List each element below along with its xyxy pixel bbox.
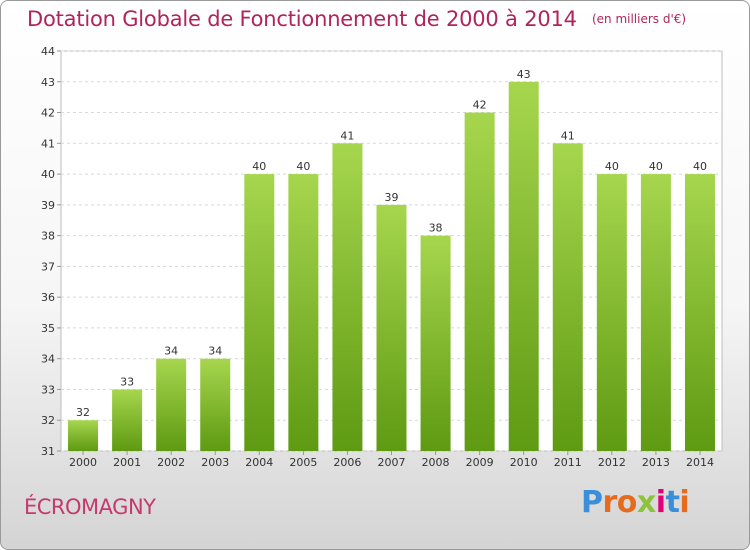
- brand-letter: P: [581, 485, 603, 520]
- x-tick-label: 2008: [422, 456, 450, 469]
- x-tick-label: 2010: [510, 456, 538, 469]
- x-tick-label: 2012: [598, 456, 626, 469]
- y-tick-label: 33: [41, 383, 55, 396]
- bar: [200, 358, 231, 451]
- y-tick-label: 42: [41, 107, 55, 120]
- x-tick-label: 2007: [378, 456, 406, 469]
- bar: [112, 389, 143, 451]
- x-tick-label: 2002: [157, 456, 185, 469]
- data-label: 42: [473, 99, 487, 112]
- chart-subtitle: (en milliers d'€): [591, 12, 687, 26]
- bar: [596, 174, 627, 452]
- y-tick-label: 40: [41, 168, 55, 181]
- data-label: 34: [208, 345, 222, 358]
- brand-letter: o: [616, 485, 638, 520]
- bar: [508, 81, 539, 452]
- y-tick-label: 39: [41, 199, 55, 212]
- bar: [288, 174, 319, 452]
- data-label: 39: [385, 191, 399, 204]
- data-label: 40: [693, 160, 707, 173]
- bar: [376, 204, 407, 451]
- x-tick-label: 2013: [642, 456, 670, 469]
- data-label: 32: [76, 406, 90, 419]
- x-tick-label: 2005: [289, 456, 317, 469]
- y-tick-label: 36: [41, 291, 55, 304]
- brand-letter: x: [636, 485, 656, 520]
- brand-letter: i: [655, 485, 666, 520]
- x-tick-label: 2000: [69, 456, 97, 469]
- bar: [552, 143, 583, 452]
- x-tick-label: 2014: [686, 456, 714, 469]
- brand-letter: t: [665, 485, 680, 520]
- y-tick-label: 32: [41, 414, 55, 427]
- title-row: Dotation Globale de Fonctionnement de 20…: [27, 7, 686, 31]
- data-label: 41: [561, 129, 575, 142]
- x-tick-label: 2011: [554, 456, 582, 469]
- brand-letter: r: [602, 485, 618, 520]
- data-label: 43: [517, 68, 531, 81]
- data-label: 40: [605, 160, 619, 173]
- x-tick-label: 2009: [466, 456, 494, 469]
- y-tick-label: 31: [41, 445, 55, 458]
- bar: [244, 174, 275, 452]
- bar: [332, 143, 363, 452]
- y-tick-label: 37: [41, 260, 55, 273]
- x-tick-label: 2003: [201, 456, 229, 469]
- brand-letter: i: [679, 485, 690, 520]
- bar: [464, 112, 495, 452]
- chart-title: Dotation Globale de Fonctionnement de 20…: [27, 7, 577, 31]
- data-label: 34: [164, 345, 178, 358]
- y-tick-label: 43: [41, 76, 55, 89]
- x-tick-label: 2006: [333, 456, 361, 469]
- data-label: 40: [649, 160, 663, 173]
- bar: [420, 235, 451, 451]
- bar: [156, 358, 187, 451]
- bar: [68, 420, 99, 451]
- x-tick-label: 2004: [245, 456, 273, 469]
- y-tick-label: 38: [41, 230, 55, 243]
- commune-name: ÉCROMAGNY: [24, 495, 156, 519]
- data-label: 40: [252, 160, 266, 173]
- data-label: 40: [296, 160, 310, 173]
- y-tick-label: 41: [41, 137, 55, 150]
- data-label: 41: [340, 129, 354, 142]
- bar: [684, 174, 715, 452]
- bar: [640, 174, 671, 452]
- data-label: 38: [429, 222, 443, 235]
- x-tick-label: 2001: [113, 456, 141, 469]
- brand-logo: Proxiti: [581, 485, 690, 520]
- y-tick-label: 35: [41, 322, 55, 335]
- y-tick-label: 34: [41, 353, 55, 366]
- y-tick-label: 44: [41, 45, 55, 58]
- data-label: 33: [120, 375, 134, 388]
